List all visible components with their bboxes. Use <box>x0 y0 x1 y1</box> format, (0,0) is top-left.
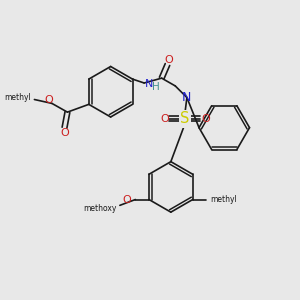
Text: O: O <box>160 114 169 124</box>
Text: N: N <box>182 91 192 104</box>
Text: methyl: methyl <box>4 93 31 102</box>
Text: N: N <box>145 79 154 89</box>
Text: methyl: methyl <box>210 195 237 204</box>
Text: methoxy: methoxy <box>84 204 117 213</box>
Text: O: O <box>60 128 69 137</box>
Text: O: O <box>201 114 210 124</box>
Text: O: O <box>164 55 173 65</box>
Text: H: H <box>152 82 160 92</box>
Text: O: O <box>123 194 131 205</box>
Text: S: S <box>180 111 190 126</box>
Text: O: O <box>45 94 53 104</box>
